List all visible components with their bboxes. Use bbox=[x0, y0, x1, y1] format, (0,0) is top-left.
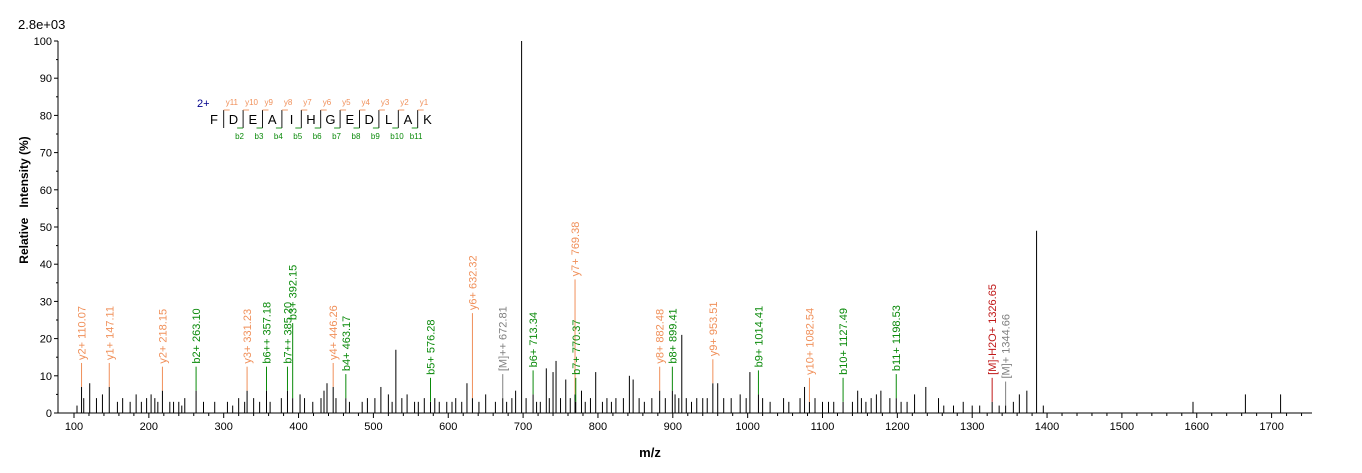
peak-annotations: y2+ 110.07 y1+ 147.11 y2+ 218.15 b2+ 263.10… bbox=[77, 222, 1013, 406]
residue-letter: L bbox=[385, 112, 392, 127]
b-ion-label: b9 bbox=[371, 132, 380, 141]
annotation-label: b4+ 463.17 bbox=[341, 316, 353, 371]
x-tick-label: 400 bbox=[289, 421, 307, 433]
annotation-label: y9+ 953.51 bbox=[708, 301, 720, 356]
residue-letter: I bbox=[290, 112, 294, 127]
x-tick-label: 1300 bbox=[960, 421, 984, 433]
x-tick-label: 1400 bbox=[1035, 421, 1059, 433]
max-intensity-label: 2.8e+03 bbox=[18, 17, 65, 32]
b-ion-label: b6 bbox=[313, 132, 322, 141]
y-tick-label: 60 bbox=[40, 185, 52, 197]
b-ion-label: b4 bbox=[274, 132, 283, 141]
annotation-label: y2+ 110.07 bbox=[77, 306, 89, 360]
annotation-label: [M]-H2O+ 1326.65 bbox=[987, 284, 999, 375]
b-ion-label: b7 bbox=[332, 132, 341, 141]
annotation-label: y2+ 218.15 bbox=[157, 309, 169, 364]
x-tick-label: 300 bbox=[215, 421, 233, 433]
x-axis-label: m/z bbox=[639, 445, 661, 460]
y-ion-label: y10 bbox=[245, 98, 258, 107]
y-ion-label: y4 bbox=[362, 98, 371, 107]
annotation-label: b6++ 357.18 bbox=[261, 302, 273, 364]
x-tick-label: 200 bbox=[140, 421, 158, 433]
y-tick-label: 0 bbox=[46, 408, 52, 420]
b-ion-label: b2 bbox=[235, 132, 244, 141]
annotation-label: b11+ 1198.53 bbox=[891, 305, 903, 371]
x-tick-label: 1200 bbox=[885, 421, 909, 433]
residue-letter: E bbox=[248, 112, 257, 127]
charge-label: 2+ bbox=[197, 98, 210, 110]
y-tick-label: 20 bbox=[40, 334, 52, 346]
annotation-label: y8+ 882.48 bbox=[655, 309, 667, 364]
y-ion-label: y5 bbox=[342, 98, 351, 107]
annotation-label: b5+ 576.28 bbox=[425, 319, 437, 374]
residue-letter: A bbox=[404, 112, 413, 127]
y-ion-label: y7 bbox=[303, 98, 312, 107]
annotation-label: [M]++ 672.81 bbox=[498, 306, 510, 371]
x-tick-label: 800 bbox=[589, 421, 607, 433]
annotation-label: [M]+ 1344.66 bbox=[1001, 314, 1013, 379]
annotation-label: b6+ 713.34 bbox=[528, 312, 540, 367]
y-tick-label: 30 bbox=[40, 296, 52, 308]
y-tick-label: 50 bbox=[40, 222, 52, 234]
residue-letter: D bbox=[365, 112, 374, 127]
annotation-label: b7+ 770.37 bbox=[571, 319, 583, 374]
annotation-label: b2+ 263.10 bbox=[191, 308, 203, 363]
b-ion-label: b8 bbox=[352, 132, 361, 141]
x-axis: 100 200 300 400 500 600 700 800 900 1000 1100 1200 1… bbox=[58, 412, 1312, 433]
y-ion-label: y6 bbox=[323, 98, 332, 107]
annotation-label: y7+ 769.38 bbox=[570, 222, 582, 277]
residue-letter: G bbox=[325, 112, 335, 127]
x-tick-label: 1100 bbox=[811, 421, 835, 433]
x-tick-label: 1700 bbox=[1259, 421, 1283, 433]
y-ion-label: y9 bbox=[265, 98, 274, 107]
annotation-label: y4+ 446.26 bbox=[328, 305, 340, 360]
annotation-label: b7++ 385.20 bbox=[282, 302, 294, 364]
y-tick-label: 70 bbox=[40, 148, 52, 160]
x-tick-label: 1000 bbox=[735, 421, 759, 433]
residue-letter: A bbox=[268, 112, 277, 127]
x-tick-label: 1500 bbox=[1110, 421, 1134, 433]
y-tick-label: 80 bbox=[40, 110, 52, 122]
y-ion-label: y8 bbox=[284, 98, 293, 107]
residue-letter: K bbox=[423, 112, 432, 127]
y-tick-label: 40 bbox=[40, 259, 52, 271]
annotation-label: y6+ 632.32 bbox=[467, 255, 479, 310]
x-tick-label: 500 bbox=[364, 421, 382, 433]
y-axis-label: Relative Intensity (%) bbox=[17, 136, 31, 263]
b-ion-label: b5 bbox=[293, 132, 302, 141]
annotation-label: y3+ 331.23 bbox=[242, 309, 254, 364]
peak-bars bbox=[76, 41, 1282, 413]
y-ion-label: y2 bbox=[400, 98, 409, 107]
annotation-label: b10+ 1127.49 bbox=[838, 308, 850, 375]
x-tick-label: 700 bbox=[514, 421, 532, 433]
annotation-label: b8+ 899.41 bbox=[667, 308, 679, 363]
residue-letter: H bbox=[306, 112, 315, 127]
residue-letter: E bbox=[345, 112, 354, 127]
annotation-label: b3+ 392.15 bbox=[288, 265, 300, 320]
annotation-label: b9+ 1014.41 bbox=[753, 306, 765, 367]
x-tick-label: 600 bbox=[439, 421, 457, 433]
residue-letter: F bbox=[210, 112, 218, 127]
b-ion-label: b3 bbox=[255, 132, 264, 141]
y-tick-label: 10 bbox=[40, 371, 52, 383]
x-tick-label: 1600 bbox=[1185, 421, 1209, 433]
y-axis: 0 10 20 30 40 50 60 70 80 90 100 bbox=[34, 36, 59, 420]
y-ion-label: y1 bbox=[420, 98, 429, 107]
x-tick-label: 100 bbox=[65, 421, 83, 433]
b-ion-label: b11 bbox=[410, 132, 423, 141]
annotation-label: y10+ 1082.54 bbox=[804, 308, 816, 375]
b-ion-label: b10 bbox=[390, 132, 404, 141]
y-ion-label: y11 bbox=[226, 98, 239, 107]
y-tick-label: 90 bbox=[40, 73, 52, 85]
y-tick-label: 100 bbox=[34, 36, 52, 48]
y-ion-label: y3 bbox=[381, 98, 390, 107]
x-tick-label: 900 bbox=[664, 421, 682, 433]
annotation-label: y1+ 147.11 bbox=[104, 306, 116, 360]
residue-letter: D bbox=[229, 112, 238, 127]
